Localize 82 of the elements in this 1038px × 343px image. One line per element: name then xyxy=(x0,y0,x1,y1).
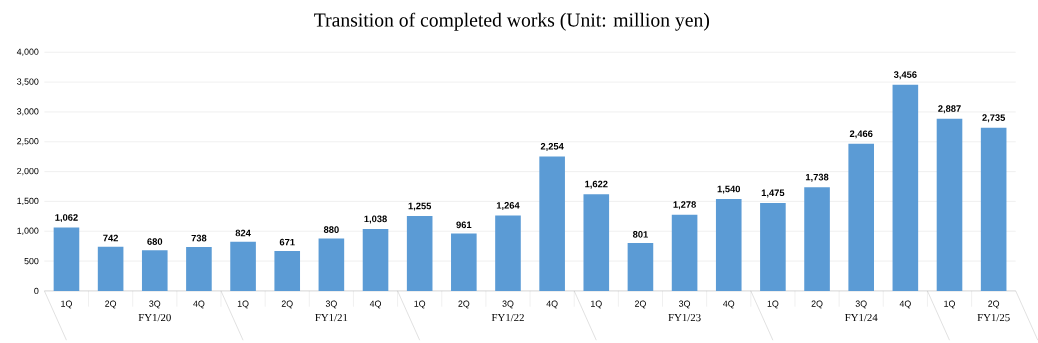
x-tick-label: 1Q xyxy=(414,300,426,309)
bar xyxy=(186,246,212,291)
text: FY1/22 xyxy=(491,313,524,322)
bar xyxy=(362,228,389,291)
text: FY1/23 xyxy=(668,313,701,322)
x-tick-label: 2Q xyxy=(458,300,470,309)
bar xyxy=(936,118,963,291)
x-tick-label: 4Q xyxy=(369,300,381,309)
bar xyxy=(97,246,124,291)
data-label: 1,062 xyxy=(55,214,78,223)
data-label: 1,540 xyxy=(717,185,741,194)
y-tick-label: 3,000 xyxy=(17,108,39,116)
data-label: 1,475 xyxy=(761,189,785,198)
x-tick-label: 2Q xyxy=(105,300,117,309)
data-label: 1,278 xyxy=(673,201,696,210)
bar xyxy=(627,243,654,291)
y-tick-label: 3,500 xyxy=(17,78,39,86)
bar xyxy=(980,127,1007,291)
bar xyxy=(715,198,742,291)
x-tick-label: 4Q xyxy=(193,300,205,309)
bar xyxy=(804,187,830,291)
data-label: 1,038 xyxy=(364,215,387,224)
text: FY1/25 xyxy=(977,313,1010,322)
data-label: 742 xyxy=(103,234,119,242)
data-label: 961 xyxy=(456,221,472,229)
bar xyxy=(892,84,919,291)
x-tick-label: 3Q xyxy=(325,300,337,309)
x-tick-label: 2Q xyxy=(634,300,646,309)
x-tick-label: 2Q xyxy=(988,300,1000,309)
x-tick-label: 1Q xyxy=(61,300,72,309)
data-label: 2,887 xyxy=(938,105,961,114)
bar xyxy=(274,250,301,291)
data-label: 2,735 xyxy=(982,114,1006,123)
y-tick-label: 1,000 xyxy=(17,227,39,235)
data-label: 2,466 xyxy=(849,130,873,139)
bar xyxy=(451,233,477,291)
x-tick-label: 2Q xyxy=(811,300,823,309)
data-label: 3,456 xyxy=(893,71,917,80)
data-label: 671 xyxy=(279,238,295,246)
x-tick-label: 1Q xyxy=(944,300,955,309)
data-label: 738 xyxy=(191,234,207,242)
y-tick-label: 4,000 xyxy=(16,48,39,56)
bar xyxy=(406,215,433,291)
bar xyxy=(318,238,345,291)
bar xyxy=(583,194,610,291)
x-tick-label: 3Q xyxy=(679,300,691,309)
data-label: 1,264 xyxy=(496,202,520,210)
x-tick-label: 2Q xyxy=(281,300,293,309)
data-label: 1,738 xyxy=(805,173,829,182)
data-label: 680 xyxy=(147,238,163,245)
x-tick-label: 1Q xyxy=(237,300,249,309)
bar xyxy=(141,250,168,291)
y-tick-label: 500 xyxy=(24,257,39,265)
x-tick-label: 3Q xyxy=(149,300,161,309)
x-tick-label: 4Q xyxy=(723,300,735,309)
x-tick-label: 4Q xyxy=(546,300,558,309)
data-label: 1,255 xyxy=(408,202,432,211)
bar xyxy=(495,215,521,291)
bar xyxy=(760,202,786,291)
text: FY1/24 xyxy=(844,313,878,322)
x-tick-label: 3Q xyxy=(855,300,867,309)
chart-title: Transition of completed works (Unit: million yen) xyxy=(314,12,710,31)
x-tick-label: 1Q xyxy=(767,300,779,309)
bar xyxy=(671,214,698,291)
x-tick-label: 4Q xyxy=(899,300,911,309)
text: FY1/20 xyxy=(138,313,171,322)
data-label: 2,254 xyxy=(540,142,564,151)
data-label: 824 xyxy=(235,229,251,237)
bar xyxy=(230,241,256,291)
y-tick-label: 2,000 xyxy=(17,167,39,176)
x-tick-label: 1Q xyxy=(591,300,602,309)
bar xyxy=(53,227,80,291)
x-tick-label: 3Q xyxy=(502,300,514,309)
bar xyxy=(539,156,565,291)
y-tick-label: 0 xyxy=(34,287,39,294)
data-label: 880 xyxy=(323,226,339,233)
text: FY1/21 xyxy=(315,313,348,322)
y-tick-label: 2,500 xyxy=(17,138,39,146)
y-tick-label: 1,500 xyxy=(17,197,39,205)
bar xyxy=(848,143,874,291)
data-label: 1,622 xyxy=(585,180,608,189)
data-label: 801 xyxy=(632,230,648,238)
